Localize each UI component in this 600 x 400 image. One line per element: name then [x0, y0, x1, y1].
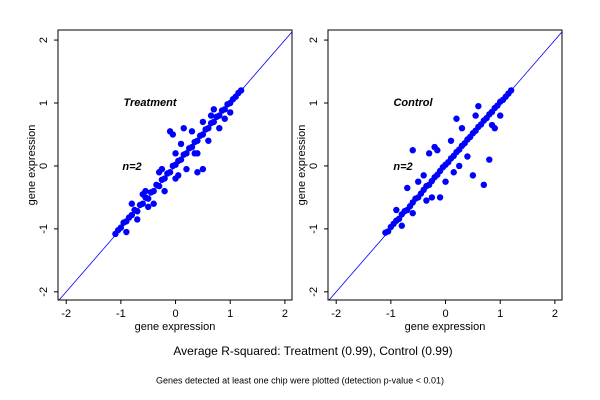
point — [150, 200, 157, 207]
y-tick-label: -1 — [38, 224, 50, 234]
panel-label: Treatment — [124, 97, 178, 109]
point — [447, 137, 455, 144]
y-axis-label: gene expression — [26, 125, 38, 206]
x-tick-label: 1 — [227, 308, 233, 320]
point — [134, 208, 141, 215]
x-tick-label: -2 — [61, 308, 71, 320]
x-tick-label: -2 — [331, 308, 341, 320]
point — [175, 172, 182, 179]
y-tick-label: 2 — [308, 37, 320, 43]
point — [497, 112, 504, 119]
point — [404, 184, 411, 192]
y-tick-label: -1 — [308, 224, 320, 234]
point — [415, 178, 422, 185]
point — [207, 112, 215, 119]
point — [205, 137, 212, 144]
reference-line — [58, 31, 292, 300]
point — [128, 200, 136, 207]
point — [145, 203, 152, 211]
panel-label: Control — [393, 97, 433, 109]
point — [161, 187, 168, 195]
x-tick-label: 2 — [282, 308, 288, 320]
footnote: Genes detected at least one chip were pl… — [156, 375, 444, 385]
y-tick-label: 0 — [308, 163, 320, 169]
x-axis-label: gene expression — [135, 321, 216, 333]
point — [450, 169, 457, 176]
point — [180, 124, 187, 132]
point — [169, 131, 177, 138]
point — [456, 162, 463, 170]
point — [145, 195, 152, 202]
point — [155, 182, 163, 190]
plot-area — [328, 31, 562, 300]
point — [488, 121, 496, 129]
point — [194, 169, 201, 176]
point — [158, 165, 166, 173]
point — [409, 209, 416, 217]
y-tick-label: 2 — [38, 37, 50, 43]
y-axis-label: gene expression — [296, 125, 308, 206]
point — [469, 172, 477, 179]
point — [123, 228, 130, 236]
panel-note: n=2 — [393, 161, 412, 173]
point — [409, 147, 416, 154]
panel-note: n=2 — [122, 161, 141, 173]
point — [436, 194, 444, 201]
point — [420, 172, 427, 179]
point — [425, 150, 433, 157]
reference-line — [328, 31, 562, 300]
point — [134, 216, 141, 223]
point — [177, 140, 185, 148]
point — [423, 197, 430, 204]
point — [475, 102, 482, 110]
plot-frame — [327, 29, 563, 301]
point — [221, 115, 228, 122]
point — [172, 150, 179, 157]
point — [442, 178, 449, 185]
point — [142, 187, 149, 195]
point — [434, 147, 441, 154]
plot-area — [58, 31, 292, 300]
point — [464, 153, 471, 160]
point — [472, 112, 479, 119]
point — [428, 194, 436, 201]
y-tick-label: 1 — [308, 100, 320, 106]
point — [199, 118, 207, 126]
x-tick-label: 1 — [497, 308, 503, 320]
point — [117, 224, 125, 231]
point — [486, 156, 493, 163]
y-tick-label: -2 — [308, 287, 320, 297]
x-axis-label: gene expression — [405, 321, 486, 333]
point — [398, 222, 406, 229]
y-tick-label: -2 — [38, 287, 50, 297]
point — [188, 128, 196, 135]
point — [216, 124, 223, 132]
x-tick-label: 0 — [442, 308, 448, 320]
point — [199, 165, 207, 173]
point — [183, 165, 190, 173]
point — [210, 106, 218, 113]
x-tick-label: -1 — [386, 308, 396, 320]
caption: Average R-squared: Treatment (0.99), Con… — [173, 344, 452, 358]
x-tick-label: 2 — [552, 308, 558, 320]
point — [393, 206, 400, 214]
point — [227, 109, 234, 116]
point — [128, 211, 136, 219]
x-tick-label: 0 — [172, 308, 178, 320]
point — [453, 115, 460, 122]
plot-frame — [57, 29, 293, 301]
point — [191, 150, 198, 157]
y-tick-label: 0 — [38, 163, 50, 169]
point — [458, 124, 466, 132]
y-tick-label: 1 — [38, 100, 50, 106]
x-tick-label: -1 — [116, 308, 126, 320]
point — [480, 181, 488, 189]
